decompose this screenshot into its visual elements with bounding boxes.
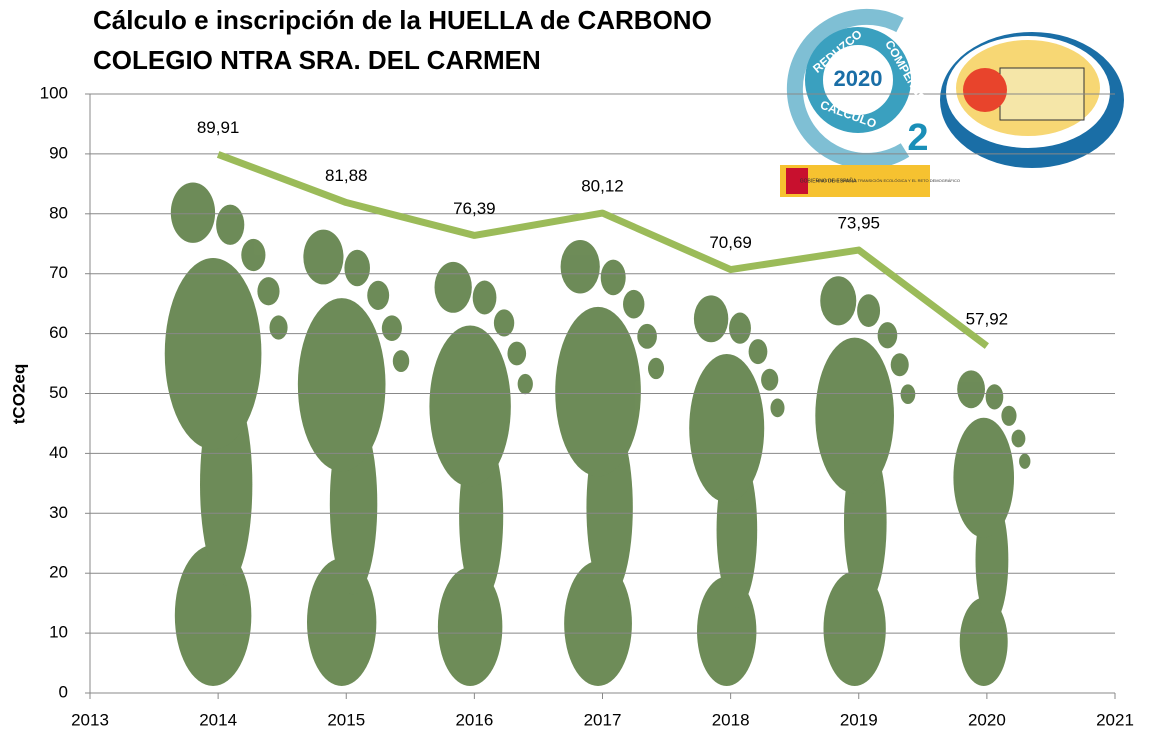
footprint-part bbox=[1011, 429, 1026, 448]
footprint-part bbox=[953, 417, 1015, 538]
logo-co2 bbox=[780, 8, 930, 197]
x-tick-label: 2019 bbox=[840, 710, 878, 729]
chart-title: Cálculo e inscripción de la HUELLA de CA… bbox=[93, 5, 712, 35]
footprint-part bbox=[257, 277, 280, 306]
data-label: 76,39 bbox=[453, 199, 496, 218]
x-tick-label: 2021 bbox=[1096, 710, 1134, 729]
footprint-part bbox=[600, 259, 626, 296]
footprint-part bbox=[748, 339, 768, 365]
y-tick-label: 80 bbox=[49, 203, 68, 222]
data-label: 80,12 bbox=[581, 177, 624, 196]
y-tick-label: 40 bbox=[49, 443, 68, 462]
footprint-part bbox=[1019, 453, 1031, 469]
footprint-part bbox=[770, 398, 785, 418]
footprint-part bbox=[637, 323, 657, 349]
footprint-part bbox=[303, 229, 344, 285]
y-tick-label: 10 bbox=[49, 623, 68, 642]
x-tick-label: 2018 bbox=[712, 710, 750, 729]
footprint-part bbox=[381, 315, 402, 341]
footprint-part bbox=[1001, 405, 1017, 426]
footprint-part bbox=[820, 276, 857, 326]
footprint bbox=[815, 276, 916, 686]
footprint-part bbox=[367, 280, 390, 310]
footprint-part bbox=[555, 306, 641, 477]
y-tick-label: 60 bbox=[49, 323, 68, 342]
footprint-part bbox=[493, 309, 515, 337]
x-tick-label: 2015 bbox=[327, 710, 365, 729]
y-tick-label: 90 bbox=[49, 143, 68, 162]
x-tick-label: 2020 bbox=[968, 710, 1006, 729]
footprint bbox=[953, 370, 1031, 686]
footprint-part bbox=[269, 315, 288, 340]
footprint bbox=[297, 229, 410, 686]
footprint-part bbox=[517, 373, 533, 395]
footprint-part bbox=[507, 341, 527, 366]
y-tick-label: 50 bbox=[49, 383, 68, 402]
footprint-part bbox=[985, 384, 1004, 410]
footprint-part bbox=[472, 280, 497, 315]
x-tick-label: 2016 bbox=[455, 710, 493, 729]
footprint-part bbox=[761, 368, 779, 391]
footprint-part bbox=[392, 350, 410, 373]
logo-inner-ring bbox=[805, 27, 911, 133]
footprint-part bbox=[434, 261, 472, 313]
logo-text: MINISTERIO PARA LA TRANSICIÓN ECOLÓGICA … bbox=[816, 178, 960, 183]
x-tick-label: 2014 bbox=[199, 710, 237, 729]
footprint-part bbox=[241, 238, 266, 272]
footprint-part bbox=[729, 312, 751, 344]
data-label: 89,91 bbox=[197, 118, 240, 137]
footprint-part bbox=[216, 204, 245, 245]
footprint-part bbox=[689, 353, 765, 503]
footprint-part bbox=[877, 322, 898, 349]
logo-school bbox=[940, 32, 1124, 168]
logo-text: GOBIERNO DE ESPAÑA bbox=[800, 177, 857, 184]
footprint bbox=[164, 182, 288, 686]
data-label: 81,88 bbox=[325, 166, 368, 185]
data-label: 70,69 bbox=[709, 233, 752, 252]
y-tick-label: 30 bbox=[49, 503, 68, 522]
data-line bbox=[216, 151, 989, 349]
footprints bbox=[164, 182, 1031, 686]
footprint-part bbox=[344, 249, 370, 287]
logo-school-flame bbox=[963, 68, 1007, 112]
y-tick-label: 70 bbox=[49, 263, 68, 282]
footprint-part bbox=[623, 289, 645, 319]
footprint-part bbox=[900, 384, 916, 405]
footprint-part bbox=[890, 353, 909, 377]
footprint bbox=[555, 239, 665, 686]
footprint-part bbox=[957, 370, 985, 409]
footprint bbox=[429, 261, 533, 686]
footprint-part bbox=[560, 239, 600, 294]
y-tick-label: 20 bbox=[49, 563, 68, 582]
footprint-part bbox=[857, 294, 881, 328]
data-label: 73,95 bbox=[837, 214, 880, 233]
logo-text: 2 bbox=[907, 117, 928, 159]
footprint-part bbox=[693, 295, 729, 343]
chart-subtitle: COLEGIO NTRA SRA. DEL CARMEN bbox=[93, 45, 541, 75]
footprint-part bbox=[297, 298, 386, 472]
x-tick-label: 2013 bbox=[71, 710, 109, 729]
y-tick-label: 100 bbox=[40, 83, 68, 102]
x-tick-label: 2017 bbox=[584, 710, 622, 729]
logo-shield bbox=[786, 168, 808, 194]
logo-center bbox=[824, 46, 892, 114]
footprint bbox=[689, 295, 785, 686]
footprint-part bbox=[170, 182, 216, 243]
logo-text: 2020 bbox=[834, 66, 883, 91]
y-tick-label: 0 bbox=[59, 682, 68, 701]
footprint-part bbox=[647, 357, 665, 380]
data-label: 57,92 bbox=[966, 310, 1009, 329]
y-axis-label: tCO2eq bbox=[9, 364, 28, 424]
logo-ring bbox=[786, 8, 910, 169]
footprint-part bbox=[815, 337, 894, 494]
footprint-part bbox=[429, 325, 511, 487]
footprint-part bbox=[164, 258, 262, 450]
